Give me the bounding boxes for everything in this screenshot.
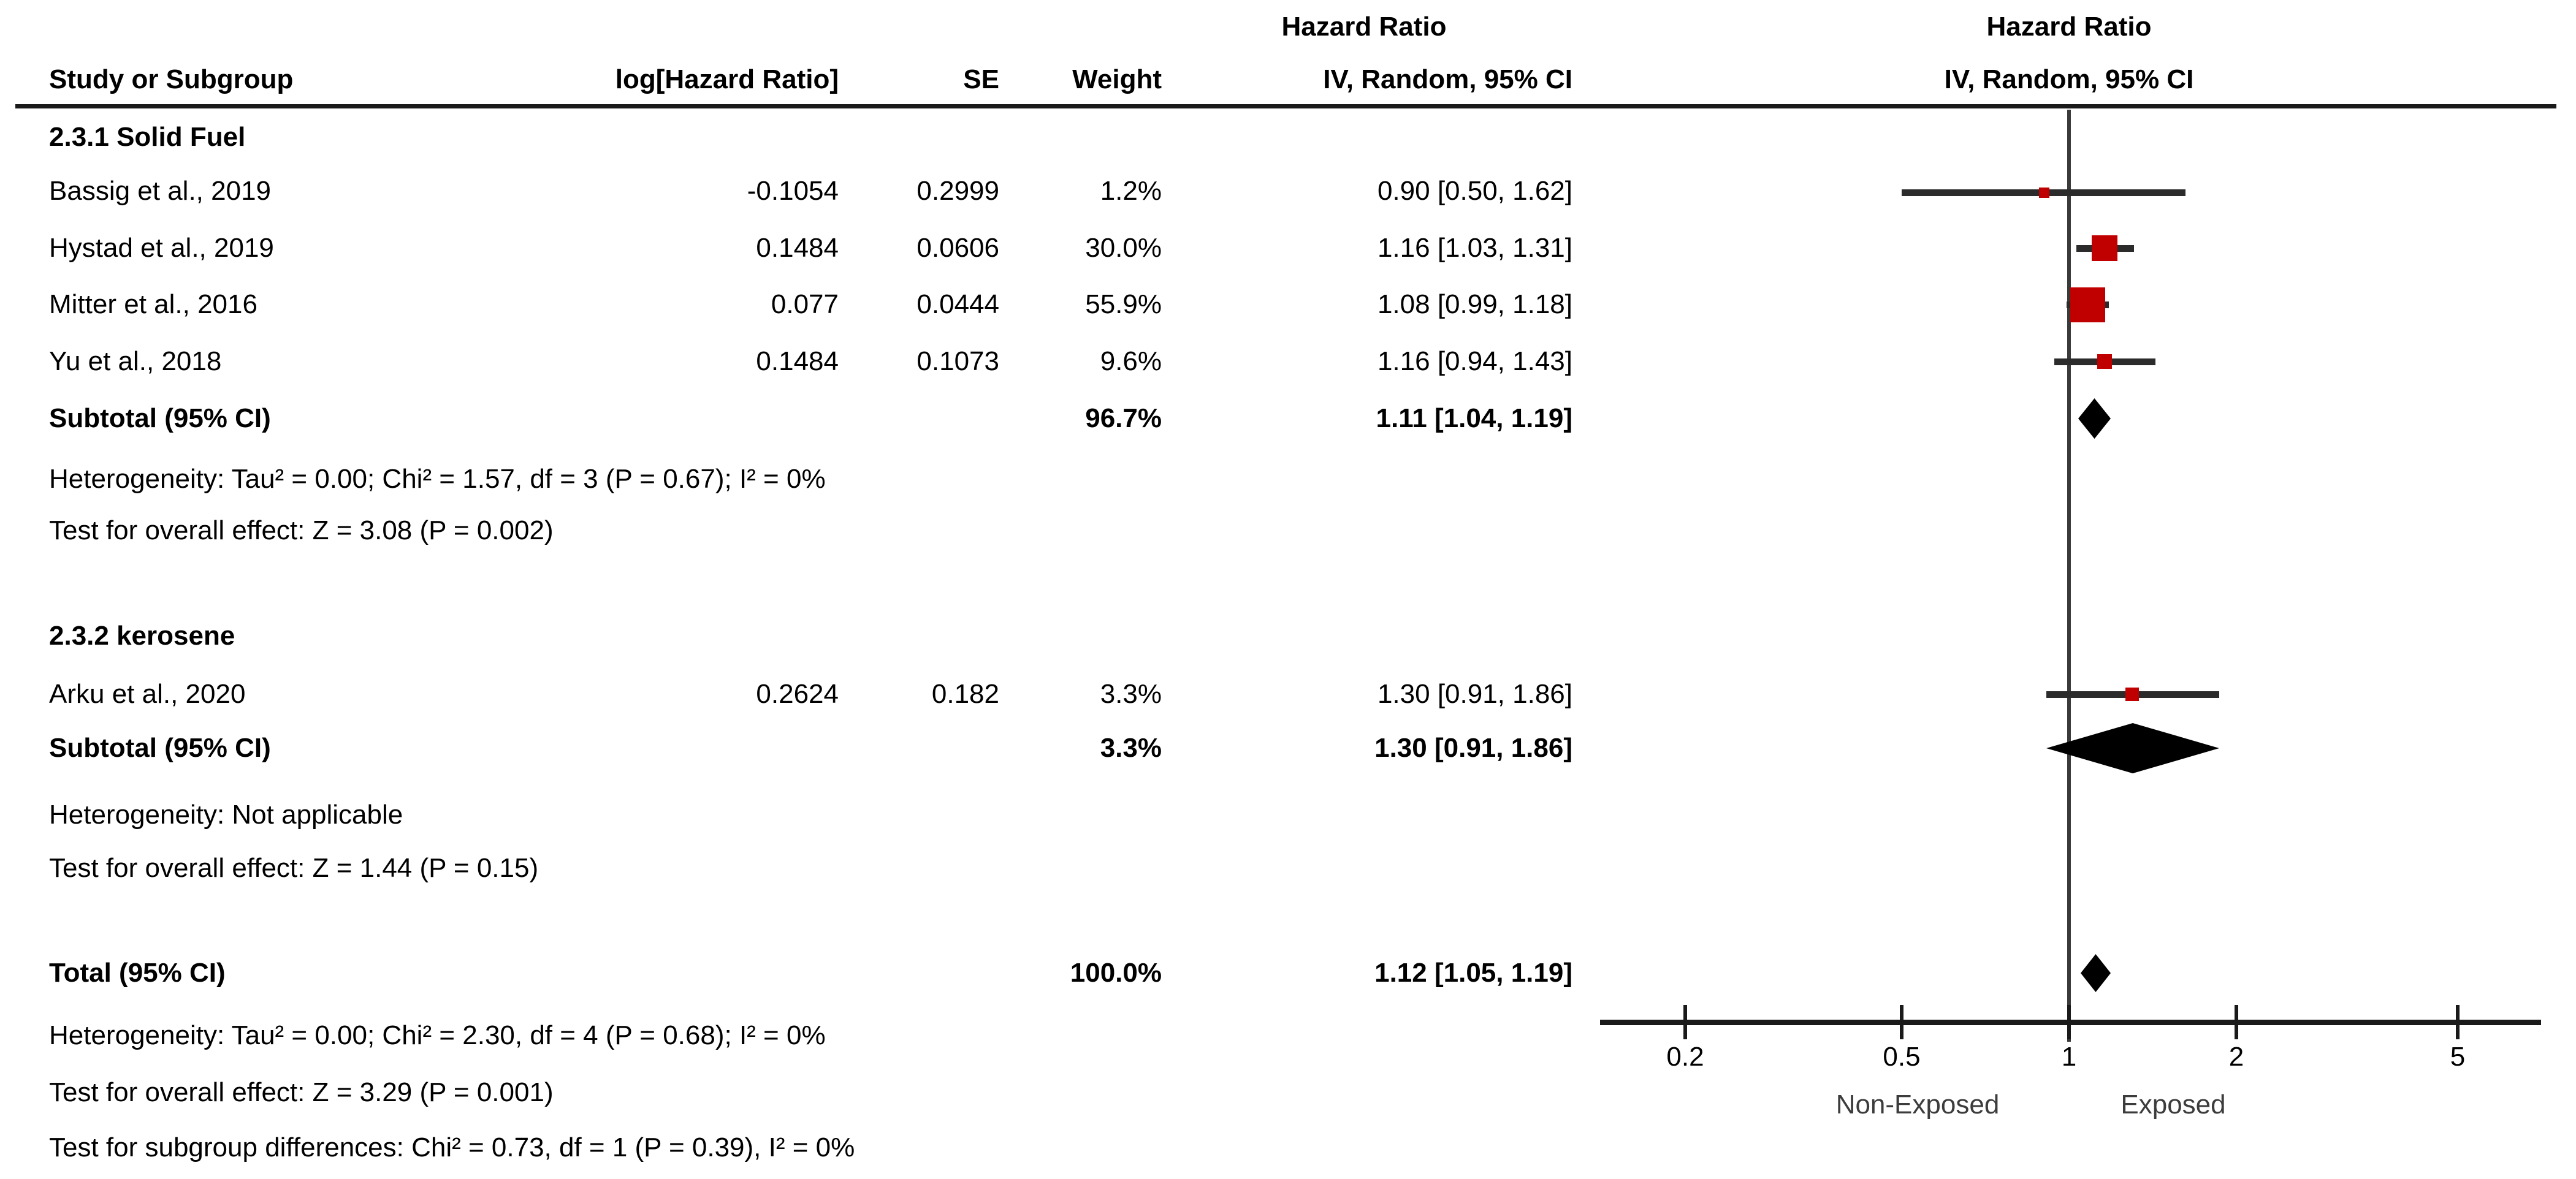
study-weight: 55.9% xyxy=(1085,289,1162,319)
subgroup-differences-text: Test for subgroup differences: Chi² = 0.… xyxy=(49,1132,855,1162)
left-effect-title: Hazard Ratio xyxy=(1281,12,1447,42)
point-estimate-hystad xyxy=(2092,235,2117,261)
study-ci: 1.16 [1.03, 1.31] xyxy=(1377,233,1572,263)
study-row-bassig: Bassig et al., 2019 -0.1054 0.2999 1.2% … xyxy=(0,174,2576,208)
x-axis-tick xyxy=(1683,1005,1687,1039)
study-se: 0.182 xyxy=(931,679,999,709)
study-weight: 30.0% xyxy=(1085,233,1162,263)
overall-effect-text: Test for overall effect: Z = 3.08 (P = 0… xyxy=(49,515,554,545)
subtotal-diamond-solid-fuel xyxy=(2078,398,2111,439)
total-ci: 1.12 [1.05, 1.19] xyxy=(1374,958,1572,988)
total-weight: 100.0% xyxy=(1070,958,1162,988)
total-overall-effect-row: Test for overall effect: Z = 3.29 (P = 0… xyxy=(0,1075,2576,1110)
group-title: 2.3.2 kerosene xyxy=(49,621,235,651)
heterogeneity-text: Heterogeneity: Not applicable xyxy=(49,800,403,830)
header-divider xyxy=(15,104,2556,108)
study-ci: 1.16 [0.94, 1.43] xyxy=(1377,346,1572,376)
group1-subtotal-row: Subtotal (95% CI) 96.7% 1.11 [1.04, 1.19… xyxy=(0,401,2576,436)
study-loghr: 0.1484 xyxy=(756,233,839,263)
subtotal-label: Subtotal (95% CI) xyxy=(49,733,271,763)
right-effect-title: Hazard Ratio xyxy=(1986,12,2152,42)
study-name: Yu et al., 2018 xyxy=(49,346,222,376)
group1-overall-effect-row: Test for overall effect: Z = 3.08 (P = 0… xyxy=(0,514,2576,548)
study-loghr: 0.1484 xyxy=(756,346,839,376)
x-axis-tick xyxy=(2067,1005,2071,1039)
x-axis-tick-label: 2 xyxy=(2228,1042,2244,1072)
point-estimate-yu xyxy=(2097,354,2112,369)
heterogeneity-text: Heterogeneity: Tau² = 0.00; Chi² = 1.57,… xyxy=(49,464,826,494)
study-weight: 1.2% xyxy=(1100,176,1162,206)
group2-overall-effect-row: Test for overall effect: Z = 1.44 (P = 0… xyxy=(0,851,2576,885)
study-name: Hystad et al., 2019 xyxy=(49,233,274,263)
heterogeneity-text: Heterogeneity: Tau² = 0.00; Chi² = 2.30,… xyxy=(49,1020,826,1050)
null-effect-line xyxy=(2067,110,2071,1042)
x-axis-tick-label: 1 xyxy=(2061,1042,2077,1072)
study-name: Bassig et al., 2019 xyxy=(49,176,272,206)
study-se: 0.0444 xyxy=(916,289,999,319)
subtotal-weight: 96.7% xyxy=(1085,403,1162,433)
study-ci: 1.30 [0.91, 1.86] xyxy=(1377,679,1572,709)
group-title: 2.3.1 Solid Fuel xyxy=(49,122,246,152)
study-name: Mitter et al., 2016 xyxy=(49,289,257,319)
x-axis-tick-label: 0.2 xyxy=(1666,1042,1704,1072)
header-row-1: Hazard Ratio Hazard Ratio xyxy=(0,10,2576,44)
study-row-arku: Arku et al., 2020 0.2624 0.182 3.3% 1.30… xyxy=(0,677,2576,711)
subtotal-label: Subtotal (95% CI) xyxy=(49,403,271,433)
col-header-weight: Weight xyxy=(1072,64,1162,94)
col-header-loghr: log[Hazard Ratio] xyxy=(615,64,839,94)
study-row-yu: Yu et al., 2018 0.1484 0.1073 9.6% 1.16 … xyxy=(0,344,2576,379)
subtotal-ci: 1.11 [1.04, 1.19] xyxy=(1376,403,1572,433)
col-header-se: SE xyxy=(963,64,999,94)
col-header-ci-right: IV, Random, 95% CI xyxy=(1944,64,2194,94)
study-loghr: 0.077 xyxy=(771,289,839,319)
total-row: Total (95% CI) 100.0% 1.12 [1.05, 1.19] xyxy=(0,956,2576,990)
study-ci: 0.90 [0.50, 1.62] xyxy=(1377,176,1572,206)
x-axis-tick xyxy=(2235,1005,2238,1039)
study-se: 0.0606 xyxy=(916,233,999,263)
study-loghr: -0.1054 xyxy=(747,176,839,206)
group2-heterogeneity-row: Heterogeneity: Not applicable xyxy=(0,798,2576,832)
subgroup-differences-row: Test for subgroup differences: Chi² = 0.… xyxy=(0,1131,2576,1165)
group2-subtotal-row: Subtotal (95% CI) 3.3% 1.30 [0.91, 1.86] xyxy=(0,731,2576,765)
col-header-study: Study or Subgroup xyxy=(49,64,294,94)
study-row-hystad: Hystad et al., 2019 0.1484 0.0606 30.0% … xyxy=(0,231,2576,265)
group1-heterogeneity-row: Heterogeneity: Tau² = 0.00; Chi² = 1.57,… xyxy=(0,462,2576,496)
point-estimate-arku xyxy=(2125,688,2139,701)
total-diamond xyxy=(2081,954,2111,992)
total-heterogeneity-row: Heterogeneity: Tau² = 0.00; Chi² = 2.30,… xyxy=(0,1018,2576,1053)
subtotal-ci: 1.30 [0.91, 1.86] xyxy=(1374,733,1572,763)
axis-label-exposed: Exposed xyxy=(2121,1090,2226,1120)
header-row-2: Study or Subgroup log[Hazard Ratio] SE W… xyxy=(0,63,2576,97)
axis-label-non-exposed: Non-Exposed xyxy=(1835,1090,2000,1120)
x-axis-tick-label: 0.5 xyxy=(1883,1042,1921,1072)
study-loghr: 0.2624 xyxy=(756,679,839,709)
x-axis-tick xyxy=(2456,1005,2460,1039)
x-axis-tick xyxy=(1900,1005,1903,1039)
x-axis-tick-label: 5 xyxy=(2450,1042,2466,1072)
group1-title-row: 2.3.1 Solid Fuel xyxy=(0,120,2576,154)
overall-effect-text: Test for overall effect: Z = 3.29 (P = 0… xyxy=(49,1077,554,1107)
point-estimate-bassig xyxy=(2039,188,2049,198)
subtotal-weight: 3.3% xyxy=(1100,733,1162,763)
total-label: Total (95% CI) xyxy=(49,958,226,988)
subtotal-diamond-kerosene xyxy=(2046,723,2219,773)
study-se: 0.2999 xyxy=(916,176,999,206)
study-weight: 9.6% xyxy=(1100,346,1162,376)
study-se: 0.1073 xyxy=(916,346,999,376)
study-weight: 3.3% xyxy=(1100,679,1162,709)
overall-effect-text: Test for overall effect: Z = 1.44 (P = 0… xyxy=(49,853,539,883)
point-estimate-mitter xyxy=(2070,287,2105,322)
study-ci: 1.08 [0.99, 1.18] xyxy=(1377,289,1572,319)
study-row-mitter: Mitter et al., 2016 0.077 0.0444 55.9% 1… xyxy=(0,287,2576,322)
group2-title-row: 2.3.2 kerosene xyxy=(0,619,2576,653)
col-header-ci: IV, Random, 95% CI xyxy=(1323,64,1572,94)
study-name: Arku et al., 2020 xyxy=(49,679,246,709)
